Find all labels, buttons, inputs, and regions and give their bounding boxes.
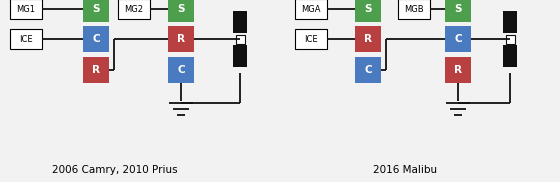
Bar bbox=[83, 0, 109, 22]
Text: C: C bbox=[364, 65, 372, 75]
Text: 2006 Camry, 2010 Prius: 2006 Camry, 2010 Prius bbox=[52, 165, 178, 175]
Bar bbox=[355, 26, 381, 52]
Text: ICE: ICE bbox=[19, 35, 33, 43]
Bar bbox=[398, 0, 430, 19]
Text: MGA: MGA bbox=[301, 5, 321, 13]
Bar bbox=[236, 35, 245, 43]
Text: R: R bbox=[177, 34, 185, 44]
Bar bbox=[233, 45, 247, 67]
Bar bbox=[118, 0, 150, 19]
Text: R: R bbox=[92, 65, 100, 75]
Text: C: C bbox=[177, 65, 185, 75]
Text: S: S bbox=[454, 4, 462, 14]
Text: MG2: MG2 bbox=[124, 5, 143, 13]
Text: ICE: ICE bbox=[304, 35, 318, 43]
Text: C: C bbox=[454, 34, 462, 44]
Text: MGB: MGB bbox=[404, 5, 424, 13]
Text: R: R bbox=[364, 34, 372, 44]
Bar bbox=[168, 57, 194, 83]
Text: MG1: MG1 bbox=[16, 5, 35, 13]
Bar bbox=[10, 0, 42, 19]
Bar bbox=[506, 35, 515, 43]
Text: S: S bbox=[92, 4, 100, 14]
Bar bbox=[83, 57, 109, 83]
Text: S: S bbox=[178, 4, 185, 14]
Bar bbox=[503, 11, 517, 33]
Bar bbox=[445, 0, 471, 22]
Bar bbox=[355, 0, 381, 22]
Bar bbox=[233, 11, 247, 33]
Text: 2016 Malibu: 2016 Malibu bbox=[373, 165, 437, 175]
Bar bbox=[503, 45, 517, 67]
Text: R: R bbox=[454, 65, 462, 75]
Bar bbox=[168, 26, 194, 52]
Bar bbox=[355, 57, 381, 83]
Bar bbox=[83, 26, 109, 52]
Text: C: C bbox=[92, 34, 100, 44]
Bar bbox=[295, 0, 327, 19]
Text: S: S bbox=[364, 4, 372, 14]
Bar bbox=[445, 57, 471, 83]
Bar bbox=[445, 26, 471, 52]
Bar bbox=[10, 29, 42, 49]
Bar bbox=[295, 29, 327, 49]
Bar bbox=[168, 0, 194, 22]
